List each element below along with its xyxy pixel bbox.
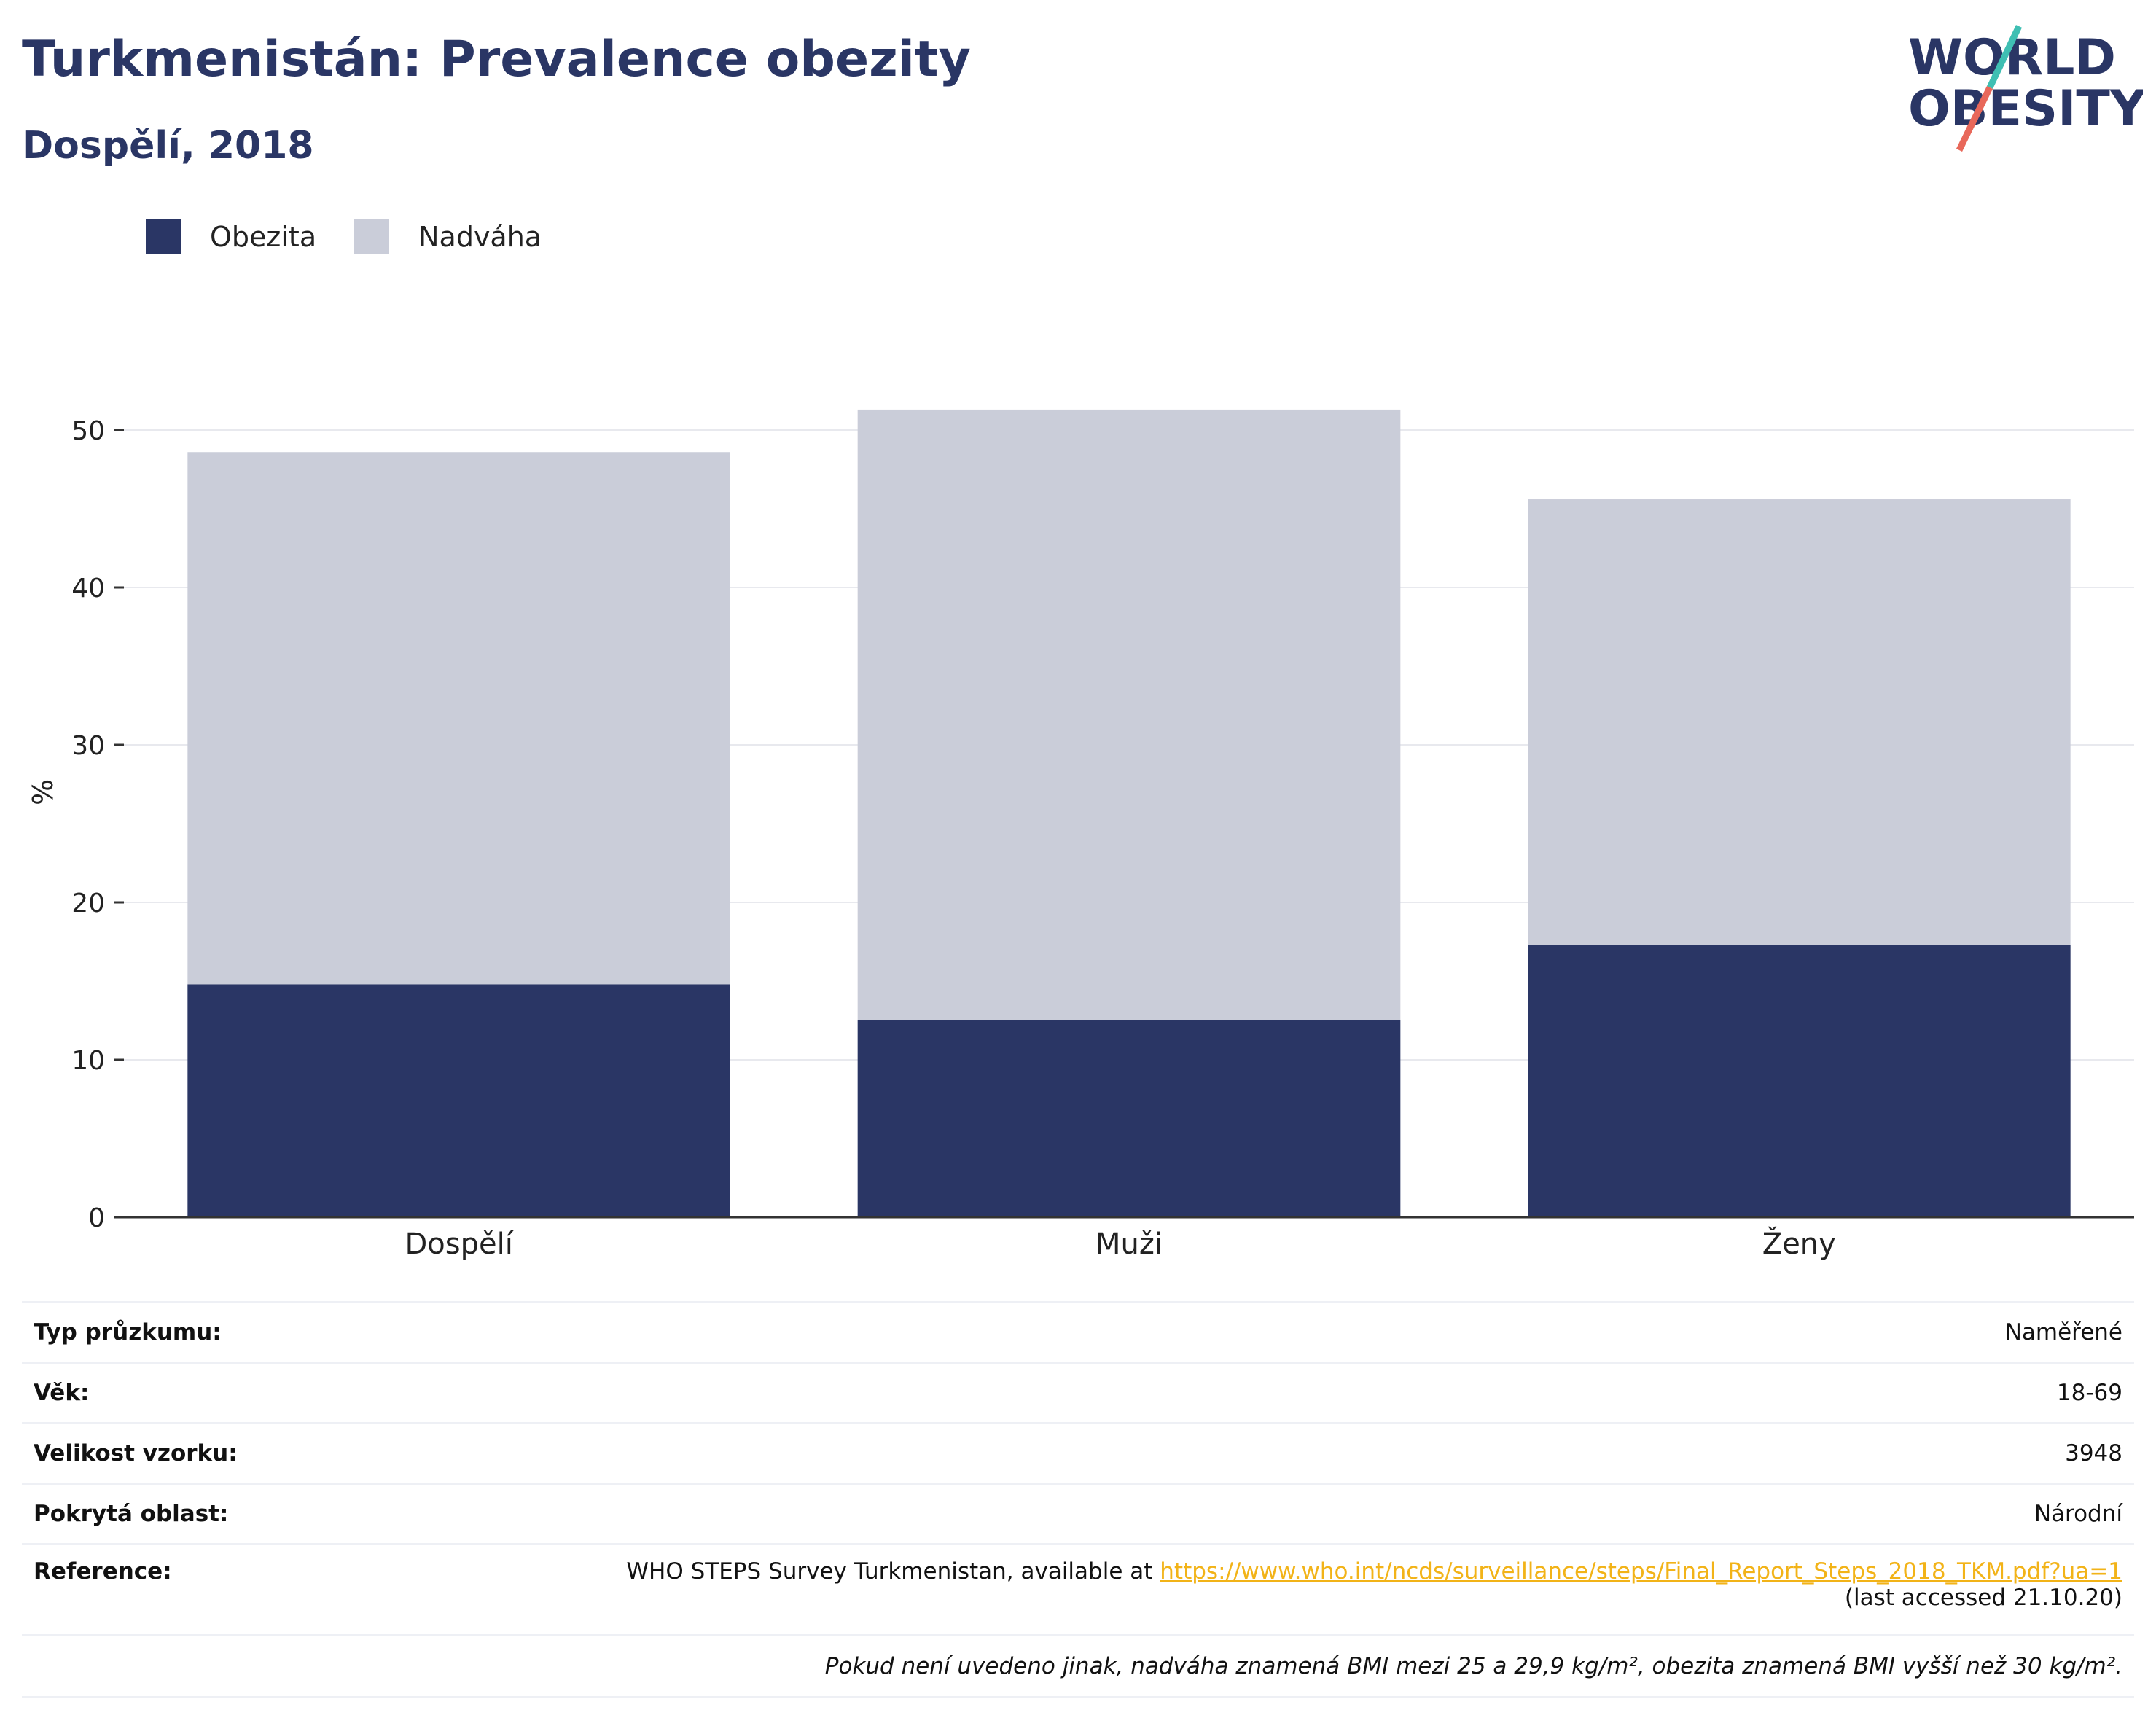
legend-swatch-overweight <box>354 219 390 254</box>
legend: Obezita Nadváha <box>146 211 579 262</box>
bar-obesity <box>187 984 730 1217</box>
info-label: Reference: <box>22 1543 297 1636</box>
logo-line-obesity: OBESITY <box>1908 80 2143 138</box>
bar-overweight <box>187 452 730 985</box>
world-obesity-logo: WORLD OBESITY <box>1908 25 2143 152</box>
legend-item-obesity[interactable]: Obezita <box>146 219 316 254</box>
info-row-age: Věk: 18-69 <box>22 1362 2134 1423</box>
y-tick-label: 10 <box>71 1046 105 1076</box>
info-label: Věk: <box>22 1362 297 1423</box>
info-row-survey-type: Typ průzkumu: Naměřené <box>22 1301 2134 1363</box>
chart-subtitle: Dospělí, 2018 <box>22 124 314 168</box>
info-row-sample-size: Velikost vzorku: 3948 <box>22 1422 2134 1484</box>
info-value: 18-69 <box>296 1362 2134 1423</box>
y-tick-label: 0 <box>88 1203 105 1233</box>
info-row-reference: Reference: WHO STEPS Survey Turkmenistan… <box>22 1543 2134 1636</box>
bar-chart: 0 10 20 30 40 50% Dospělí Muži Ženy <box>27 409 2134 1261</box>
legend-swatch-obesity <box>146 219 181 254</box>
info-value: 3948 <box>296 1422 2134 1484</box>
survey-info-table: Typ průzkumu: Naměřené Věk: 18-69 Veliko… <box>22 1301 2134 1698</box>
x-category-label: Dospělí <box>405 1227 514 1261</box>
info-row-note: Pokud není uvedeno jinak, nadváha znamen… <box>22 1634 2134 1698</box>
x-category-label: Muži <box>1095 1227 1163 1261</box>
y-tick-label: 30 <box>71 731 105 761</box>
info-row-area: Pokrytá oblast: Národní <box>22 1483 2134 1544</box>
y-tick-label: 20 <box>71 889 105 918</box>
chart-title: Turkmenistán: Prevalence obezity <box>22 31 971 88</box>
reference-value: WHO STEPS Survey Turkmenistan, available… <box>296 1543 2134 1636</box>
y-tick-label: 40 <box>71 574 105 604</box>
bar-overweight <box>1528 499 2071 945</box>
logo-slash-top <box>1986 25 2023 89</box>
y-tick-label: 50 <box>71 416 105 446</box>
info-value: Národní <box>296 1483 2134 1544</box>
reference-text: WHO STEPS Survey Turkmenistan, available… <box>626 1558 1160 1585</box>
legend-item-overweight[interactable]: Nadváha <box>354 219 542 254</box>
legend-label-overweight: Nadváha <box>418 221 542 253</box>
x-category-label: Ženy <box>1762 1226 1836 1261</box>
bar-obesity <box>1528 945 2071 1217</box>
reference-link[interactable]: https://www.who.int/ncds/surveillance/st… <box>1160 1558 2122 1585</box>
reference-accessed: (last accessed 21.10.20) <box>1844 1585 2122 1611</box>
info-label: Velikost vzorku: <box>22 1422 297 1484</box>
info-value: Naměřené <box>296 1301 2134 1363</box>
legend-label-obesity: Obezita <box>210 221 317 253</box>
bar-overweight <box>857 409 1401 1020</box>
info-label: Pokrytá oblast: <box>22 1483 297 1544</box>
info-label: Typ průzkumu: <box>22 1301 297 1363</box>
logo-slash-bottom <box>1956 86 1993 152</box>
bar-obesity <box>857 1020 1401 1217</box>
y-axis-label: % <box>27 779 59 805</box>
definition-note: Pokud není uvedeno jinak, nadváha znamen… <box>22 1634 2134 1698</box>
